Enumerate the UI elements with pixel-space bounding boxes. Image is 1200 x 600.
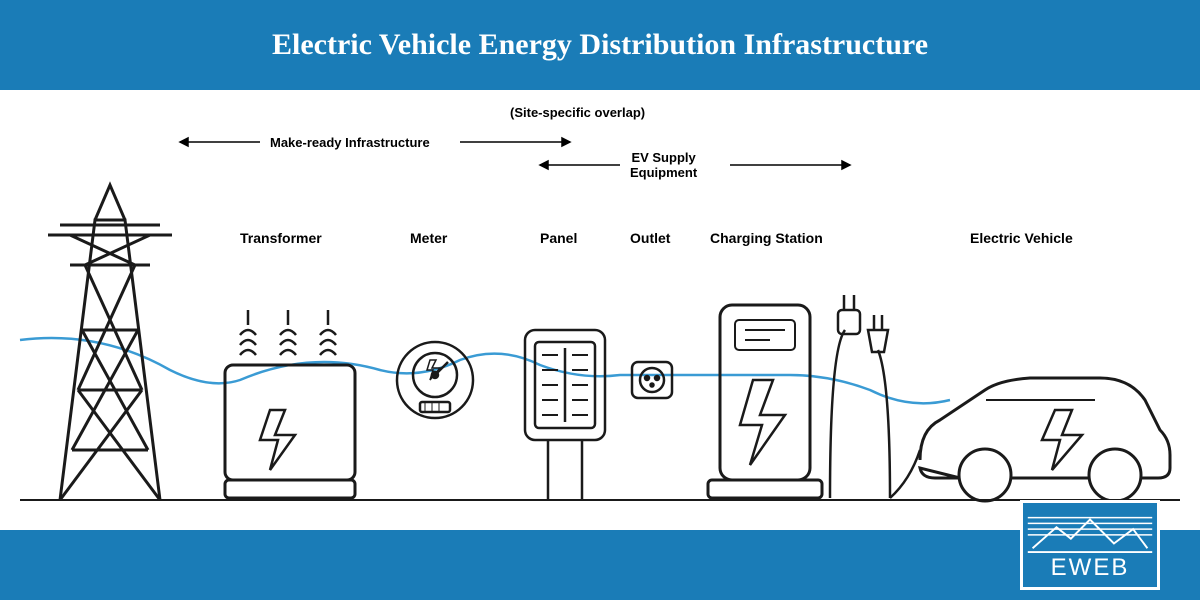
outlet-icon [632, 362, 672, 398]
ev-icon [890, 378, 1170, 501]
charging-station-icon [708, 305, 822, 498]
footer-banner: EWEB [0, 530, 1200, 600]
eweb-logo: EWEB [1020, 500, 1160, 590]
diagram-svg [0, 90, 1200, 530]
panel-icon [525, 330, 605, 500]
plug-icon [830, 295, 890, 498]
logo-text: EWEB [1051, 554, 1130, 582]
transformer-icon [225, 310, 355, 498]
meter-icon [397, 342, 473, 418]
ev-supply-arrow [540, 161, 850, 169]
page-title: Electric Vehicle Energy Distribution Inf… [272, 28, 928, 62]
diagram-area: (Site-specific overlap) Make-ready Infra… [0, 90, 1200, 530]
header-banner: Electric Vehicle Energy Distribution Inf… [0, 0, 1200, 90]
tower-icon [48, 185, 172, 500]
logo-mountains-icon [1023, 509, 1157, 554]
make-ready-arrow [180, 138, 570, 146]
